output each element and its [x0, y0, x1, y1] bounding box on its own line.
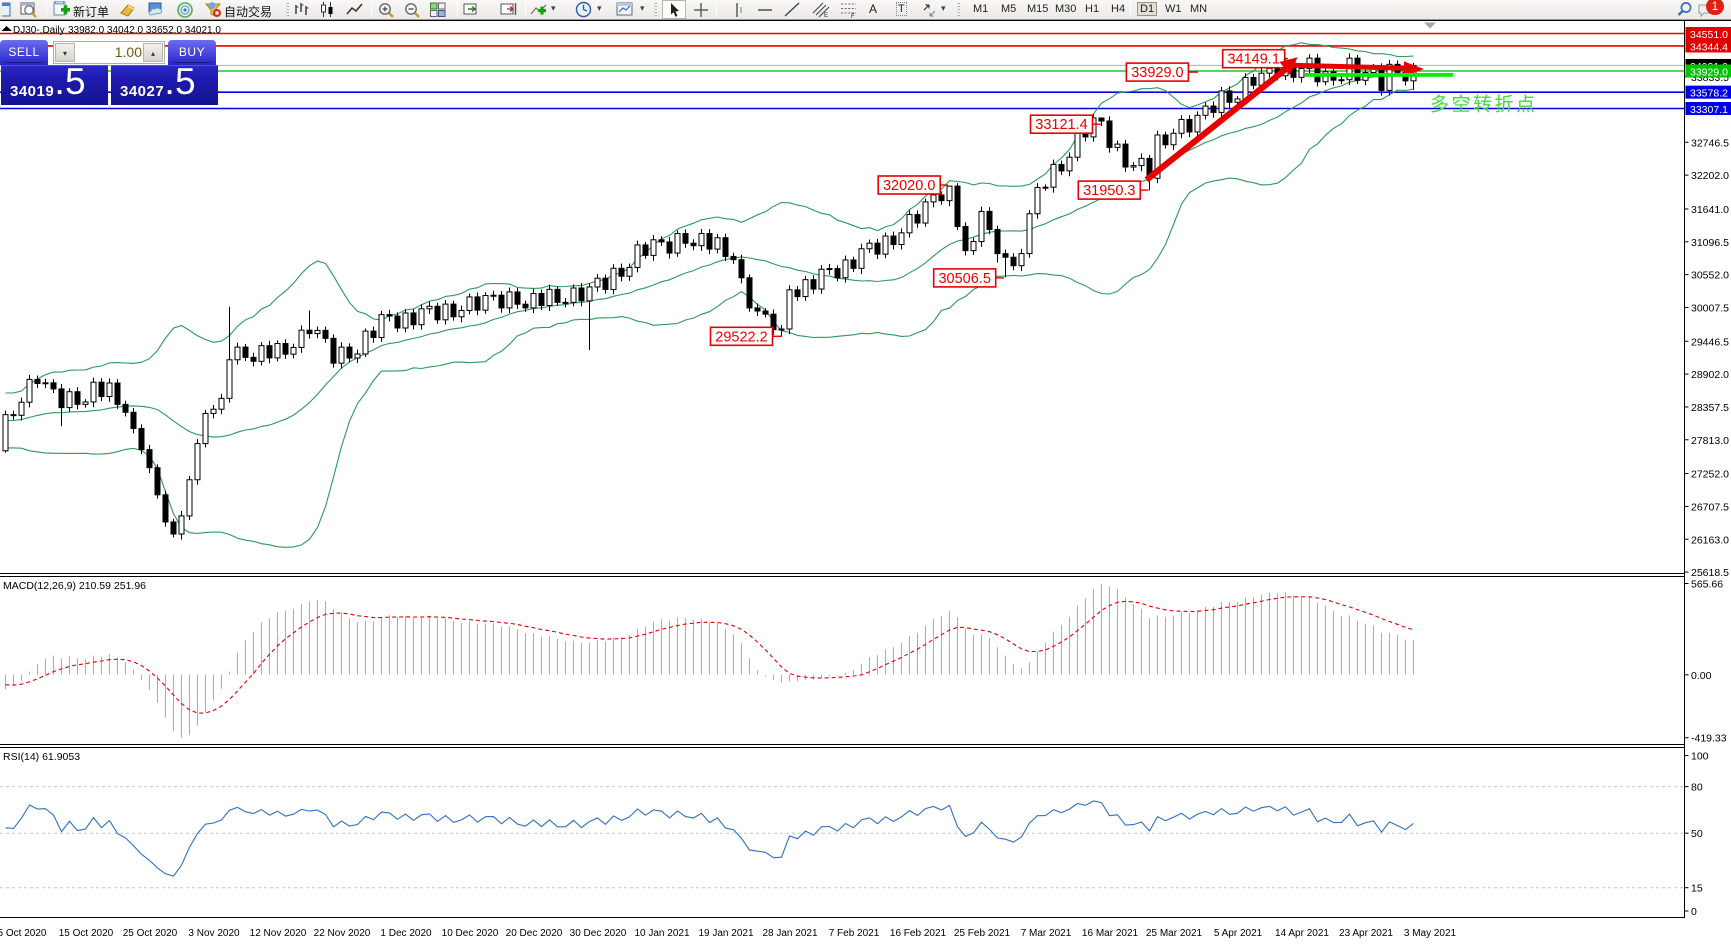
svg-text:22 Nov 2020: 22 Nov 2020 — [314, 928, 371, 939]
svg-text:30 Dec 2020: 30 Dec 2020 — [570, 928, 627, 939]
svg-text:23 Apr 2021: 23 Apr 2021 — [1339, 928, 1393, 939]
svg-text:-419.33: -419.33 — [1691, 733, 1727, 745]
svg-text:33121.4: 33121.4 — [1035, 117, 1087, 133]
svg-text:31641.0: 31641.0 — [1691, 204, 1729, 216]
svg-text:32020.0: 32020.0 — [883, 178, 935, 194]
svg-text:80: 80 — [1691, 782, 1703, 794]
svg-text:31096.5: 31096.5 — [1691, 237, 1729, 249]
svg-text:33307.1: 33307.1 — [1690, 104, 1728, 116]
svg-text:12 Nov 2020: 12 Nov 2020 — [250, 928, 307, 939]
svg-text:34149.1: 34149.1 — [1227, 52, 1279, 68]
svg-text:7 Feb 2021: 7 Feb 2021 — [829, 928, 880, 939]
svg-text:27813.0: 27813.0 — [1691, 435, 1729, 447]
svg-text:100: 100 — [1691, 751, 1709, 763]
svg-text:10 Dec 2020: 10 Dec 2020 — [442, 928, 499, 939]
svg-text:25 Mar 2021: 25 Mar 2021 — [1146, 928, 1203, 939]
svg-text:5 Oct 2020: 5 Oct 2020 — [0, 928, 47, 939]
svg-text:20 Dec 2020: 20 Dec 2020 — [506, 928, 563, 939]
svg-text:26163.0: 26163.0 — [1691, 534, 1729, 546]
svg-text:16 Feb 2021: 16 Feb 2021 — [890, 928, 947, 939]
svg-text:25618.5: 25618.5 — [1691, 567, 1729, 579]
svg-text:5 Apr 2021: 5 Apr 2021 — [1214, 928, 1263, 939]
svg-text:25 Feb 2021: 25 Feb 2021 — [954, 928, 1011, 939]
svg-text:28 Jan 2021: 28 Jan 2021 — [762, 928, 817, 939]
svg-text:F: F — [851, 14, 855, 19]
svg-text:19 Jan 2021: 19 Jan 2021 — [698, 928, 753, 939]
svg-text:28902.0: 28902.0 — [1691, 369, 1729, 381]
svg-text:0.00: 0.00 — [1691, 670, 1712, 682]
svg-text:33929.0: 33929.0 — [1690, 67, 1728, 79]
svg-text:32746.5: 32746.5 — [1691, 137, 1729, 149]
svg-text:29446.5: 29446.5 — [1691, 336, 1729, 348]
svg-text:3 Nov 2020: 3 Nov 2020 — [188, 928, 240, 939]
svg-text:0: 0 — [1691, 906, 1697, 918]
svg-text:29522.2: 29522.2 — [715, 329, 767, 345]
svg-text:33578.2: 33578.2 — [1690, 88, 1728, 100]
svg-text:10 Jan 2021: 10 Jan 2021 — [634, 928, 689, 939]
svg-text:34344.4: 34344.4 — [1690, 41, 1728, 53]
svg-text:26707.5: 26707.5 — [1691, 501, 1729, 513]
svg-text:15 Oct 2020: 15 Oct 2020 — [59, 928, 114, 939]
svg-text:33982.0 34042.0 33652.0 34021.: 33982.0 34042.0 33652.0 34021.0 — [68, 25, 221, 36]
svg-text:多空转折点: 多空转折点 — [1430, 94, 1538, 116]
svg-text:30007.5: 30007.5 — [1691, 302, 1729, 314]
svg-text:14 Apr 2021: 14 Apr 2021 — [1275, 928, 1329, 939]
svg-text:E: E — [824, 13, 828, 19]
svg-text:31950.3: 31950.3 — [1083, 183, 1135, 199]
svg-text:RSI(14) 61.9053: RSI(14) 61.9053 — [3, 751, 80, 763]
svg-text:34551.0: 34551.0 — [1690, 29, 1728, 41]
svg-text:30506.5: 30506.5 — [938, 271, 990, 287]
svg-text:33929.0: 33929.0 — [1131, 65, 1183, 81]
svg-text:15: 15 — [1691, 883, 1703, 895]
svg-text:50: 50 — [1691, 828, 1703, 840]
svg-text:3 May 2021: 3 May 2021 — [1404, 928, 1457, 939]
svg-text:30552.0: 30552.0 — [1691, 270, 1729, 282]
svg-text:MACD(12,26,9) 210.59 251.96: MACD(12,26,9) 210.59 251.96 — [3, 580, 146, 592]
svg-text:565.66: 565.66 — [1691, 579, 1723, 591]
svg-text:32202.0: 32202.0 — [1691, 170, 1729, 182]
svg-text:DJ30-,Daily: DJ30-,Daily — [13, 25, 65, 36]
svg-text:27252.0: 27252.0 — [1691, 469, 1729, 481]
svg-text:25 Oct 2020: 25 Oct 2020 — [123, 928, 178, 939]
svg-text:28357.5: 28357.5 — [1691, 402, 1729, 414]
svg-text:1 Dec 2020: 1 Dec 2020 — [380, 928, 432, 939]
svg-text:7 Mar 2021: 7 Mar 2021 — [1021, 928, 1072, 939]
svg-text:16 Mar 2021: 16 Mar 2021 — [1082, 928, 1139, 939]
